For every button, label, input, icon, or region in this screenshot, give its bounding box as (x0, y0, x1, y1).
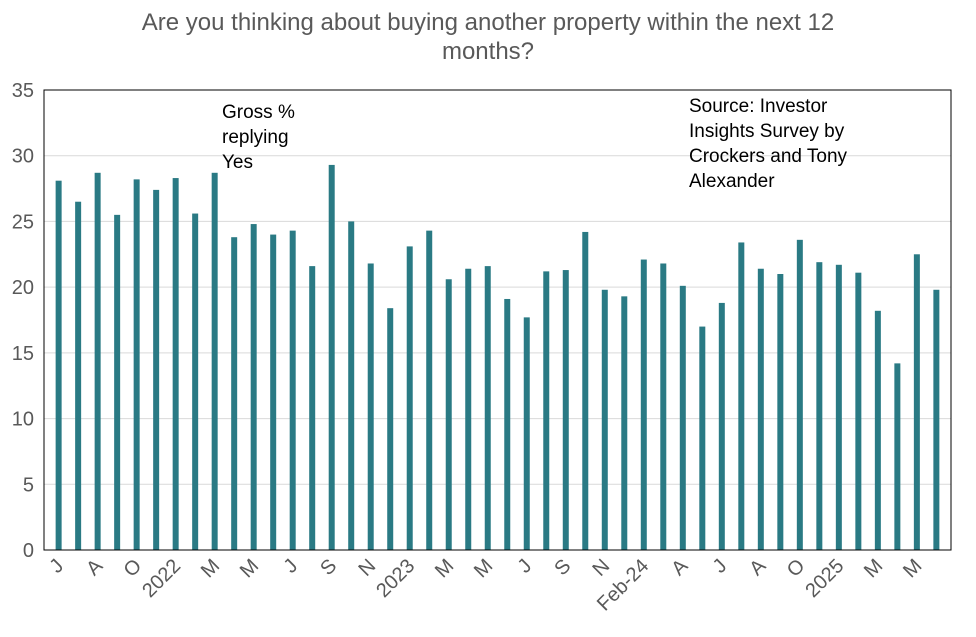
annotation-source-line: Crockers and Tony (689, 146, 848, 167)
x-tick-label: A (667, 555, 692, 580)
annotation-source-line: Source: Investor (689, 96, 828, 117)
annotation-source-line: Insights Survey by (689, 121, 845, 142)
bar (153, 189, 160, 550)
y-tick-label: 35 (12, 80, 34, 102)
x-tick-label: 2022 (138, 555, 185, 602)
x-tick-label: N (354, 555, 380, 581)
bar (484, 266, 491, 550)
bar (75, 201, 82, 550)
bar (367, 263, 374, 550)
x-tick-label: O (783, 555, 810, 582)
x-tick-label: M (899, 555, 926, 582)
bar (640, 259, 647, 550)
bar (387, 308, 394, 550)
x-tick-label: O (120, 555, 147, 582)
bar (874, 310, 881, 550)
x-tick-label: J (46, 555, 69, 578)
bar (465, 268, 472, 550)
bar (309, 266, 316, 550)
bar (94, 172, 101, 551)
x-tick-label: J (280, 555, 303, 578)
x-tick-label: M (860, 555, 887, 582)
bar (192, 213, 199, 551)
gridlines (44, 155, 951, 485)
y-tick-label: 25 (12, 211, 34, 233)
bar (933, 289, 940, 550)
bar (816, 262, 823, 550)
bar (679, 285, 686, 550)
annotation-source-line: Alexander (689, 171, 775, 192)
annotation-gross-yes-line: replying (222, 127, 289, 148)
chart-title: Are you thinking about buying another pr… (0, 8, 976, 66)
x-tick-label: 2025 (801, 555, 848, 602)
bar (114, 214, 121, 550)
annotation-source: Source: Investor Insights Survey by Croc… (689, 96, 852, 192)
bar (231, 237, 238, 550)
annotation-gross-yes-line: Gross % (222, 102, 295, 123)
bar (523, 317, 530, 550)
bar (562, 270, 569, 550)
chart-title-line-2: months? (441, 38, 535, 65)
bar (55, 180, 62, 550)
y-tick-label: 5 (23, 474, 34, 496)
annotation-gross-yes-line: Yes (222, 152, 253, 173)
y-tick-label: 0 (23, 540, 34, 562)
x-tick-label: M (197, 555, 224, 582)
bar (289, 230, 296, 550)
x-tick-label: M (470, 555, 497, 582)
x-tick-label: N (589, 555, 615, 581)
y-tick-label: 10 (12, 409, 34, 431)
x-tick-label: J (514, 555, 537, 578)
bar (757, 268, 764, 550)
bar (601, 289, 608, 550)
y-axis-tick-labels: 0 5 10 15 20 25 30 35 (12, 80, 34, 562)
bar (133, 179, 140, 550)
bar (348, 221, 355, 550)
x-tick-label: S (316, 555, 341, 580)
x-tick-label: A (82, 555, 107, 580)
bar (738, 242, 745, 550)
bar (894, 363, 901, 550)
bar (328, 164, 335, 550)
annotation-gross-yes: Gross % replying Yes (222, 102, 300, 173)
x-tick-label: J (709, 555, 732, 578)
bar (504, 298, 511, 550)
plot-frame (43, 89, 952, 551)
bar (855, 272, 862, 550)
bar (796, 239, 803, 551)
bar (582, 231, 589, 550)
bar (777, 274, 784, 550)
bar (913, 254, 920, 551)
y-tick-label: 20 (12, 277, 34, 299)
bar (211, 172, 218, 551)
y-tick-label: 30 (12, 146, 34, 168)
bar (699, 326, 706, 550)
x-tick-label: 2023 (372, 555, 419, 602)
bar (543, 271, 550, 550)
bar (445, 279, 452, 550)
chart-title-line-1: Are you thinking about buying another pr… (141, 9, 835, 36)
bar (250, 224, 257, 551)
annotations: Gross % replying Yes Source: Investor In… (222, 96, 852, 192)
bar (660, 263, 667, 550)
bar (621, 296, 628, 550)
bar (718, 302, 725, 550)
bar (426, 230, 433, 550)
x-tick-label: A (745, 555, 770, 580)
x-tick-label: S (550, 555, 575, 580)
y-tick-label: 15 (12, 343, 34, 365)
x-tick-label: M (431, 555, 458, 582)
bar (270, 234, 277, 551)
bar (835, 264, 842, 550)
bar (172, 178, 179, 551)
bar (406, 246, 413, 550)
bars (55, 164, 940, 551)
x-tick-label: M (236, 555, 263, 582)
